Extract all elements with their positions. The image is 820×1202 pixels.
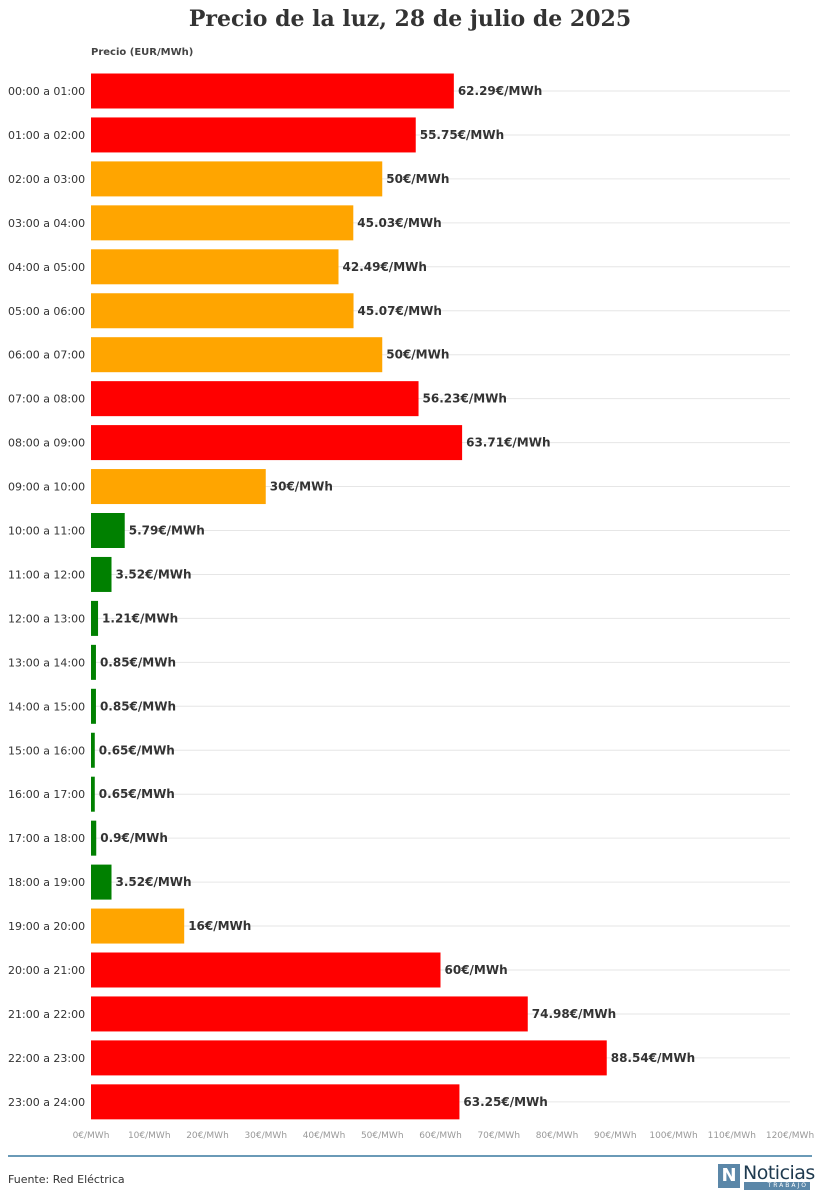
bar bbox=[91, 469, 266, 505]
category-label: 15:00 a 16:00 bbox=[8, 744, 85, 757]
data-label: 5.79€/MWh bbox=[129, 524, 205, 538]
bar bbox=[91, 161, 383, 197]
bar bbox=[91, 996, 528, 1032]
data-label: 60€/MWh bbox=[445, 963, 508, 977]
logo-mark-icon: N bbox=[718, 1164, 740, 1188]
x-tick-label: 70€/MWh bbox=[477, 1131, 520, 1141]
x-tick-label: 50€/MWh bbox=[361, 1131, 404, 1141]
bar bbox=[91, 688, 96, 724]
bar bbox=[91, 205, 354, 241]
category-label: 07:00 a 08:00 bbox=[8, 393, 85, 406]
category-label: 06:00 a 07:00 bbox=[8, 349, 85, 362]
publisher-logo[interactable]: N Noticias TRABAJO bbox=[718, 1162, 815, 1191]
x-tick-label: 10€/MWh bbox=[128, 1131, 171, 1141]
axis-title: Precio (EUR/MWh) bbox=[91, 47, 194, 58]
category-label: 12:00 a 13:00 bbox=[8, 612, 85, 625]
bar bbox=[91, 556, 112, 592]
data-label: 63.71€/MWh bbox=[466, 436, 550, 450]
data-label: 55.75€/MWh bbox=[420, 128, 504, 142]
bar bbox=[91, 644, 96, 680]
logo-text: Noticias bbox=[743, 1162, 815, 1184]
data-label: 45.03€/MWh bbox=[357, 216, 441, 230]
x-tick-label: 20€/MWh bbox=[186, 1131, 229, 1141]
data-label: 0.65€/MWh bbox=[99, 743, 175, 757]
gridlines bbox=[91, 90, 790, 1103]
category-label: 22:00 a 23:00 bbox=[8, 1052, 85, 1065]
bar bbox=[91, 425, 463, 461]
page-title: Precio de la luz, 28 de julio de 2025 bbox=[188, 6, 632, 32]
bar bbox=[91, 864, 112, 900]
data-label: 62.29€/MWh bbox=[458, 84, 542, 98]
category-label: 09:00 a 10:00 bbox=[8, 481, 85, 494]
category-label: 19:00 a 20:00 bbox=[8, 920, 85, 933]
bar bbox=[91, 952, 441, 988]
category-label: 10:00 a 11:00 bbox=[8, 525, 85, 538]
data-label: 16€/MWh bbox=[188, 919, 251, 933]
bar bbox=[91, 337, 383, 373]
y-axis-labels: 00:00 a 01:00 01:00 a 02:00 02:00 a 03:00 0… bbox=[8, 85, 85, 1109]
data-label: 3.52€/MWh bbox=[116, 875, 192, 889]
x-tick-label: 40€/MWh bbox=[303, 1131, 346, 1141]
bars bbox=[91, 73, 607, 1120]
logo-subtext: TRABAJO bbox=[744, 1182, 810, 1190]
footer-divider bbox=[8, 1155, 812, 1157]
x-tick-label: 90€/MWh bbox=[594, 1131, 637, 1141]
bar bbox=[91, 820, 97, 856]
category-label: 05:00 a 06:00 bbox=[8, 305, 85, 318]
data-labels: 62.29€/MWh 55.75€/MWh 50€/MWh 45.03€/MWh 42.… bbox=[99, 84, 695, 1109]
category-label: 08:00 a 09:00 bbox=[8, 437, 85, 450]
data-label: 0.65€/MWh bbox=[99, 787, 175, 801]
x-axis-ticks: 0€/MWh 10€/MWh 20€/MWh 30€/MWh 40€/MWh 50€/MW… bbox=[73, 1131, 815, 1141]
x-tick-label: 0€/MWh bbox=[73, 1131, 110, 1141]
bar bbox=[91, 381, 419, 417]
category-label: 03:00 a 04:00 bbox=[8, 217, 85, 230]
category-label: 20:00 a 21:00 bbox=[8, 964, 85, 977]
bar bbox=[91, 908, 185, 944]
x-tick-label: 80€/MWh bbox=[536, 1131, 579, 1141]
category-label: 23:00 a 24:00 bbox=[8, 1096, 85, 1109]
bar bbox=[91, 1084, 460, 1120]
bar bbox=[91, 732, 95, 768]
data-label: 74.98€/MWh bbox=[532, 1007, 616, 1021]
category-label: 21:00 a 22:00 bbox=[8, 1008, 85, 1021]
x-tick-label: 60€/MWh bbox=[419, 1131, 462, 1141]
category-label: 11:00 a 12:00 bbox=[8, 568, 85, 581]
bar bbox=[91, 776, 95, 812]
category-label: 18:00 a 19:00 bbox=[8, 876, 85, 889]
bar bbox=[91, 1040, 607, 1076]
data-label: 50€/MWh bbox=[386, 172, 449, 186]
source-note: Fuente: Red Eléctrica bbox=[8, 1173, 125, 1186]
bar bbox=[91, 117, 416, 153]
x-tick-label: 100€/MWh bbox=[649, 1131, 697, 1141]
category-label: 14:00 a 15:00 bbox=[8, 700, 85, 713]
bar bbox=[91, 600, 99, 636]
category-label: 13:00 a 14:00 bbox=[8, 656, 85, 669]
data-label: 30€/MWh bbox=[270, 480, 333, 494]
bar bbox=[91, 513, 125, 548]
category-label: 01:00 a 02:00 bbox=[8, 129, 85, 142]
category-label: 16:00 a 17:00 bbox=[8, 788, 85, 801]
data-label: 0.85€/MWh bbox=[100, 699, 176, 713]
bar bbox=[91, 73, 454, 109]
data-label: 1.21€/MWh bbox=[102, 611, 178, 625]
bar-chart: 0€/MWh 10€/MWh 20€/MWh 30€/MWh 40€/MWh 50€/MW… bbox=[8, 73, 815, 1141]
category-label: 02:00 a 03:00 bbox=[8, 173, 85, 186]
x-tick-label: 30€/MWh bbox=[244, 1131, 287, 1141]
x-tick-label: 120€/MWh bbox=[766, 1131, 814, 1141]
data-label: 0.85€/MWh bbox=[100, 655, 176, 669]
category-label: 17:00 a 18:00 bbox=[8, 832, 85, 845]
data-label: 50€/MWh bbox=[386, 348, 449, 362]
category-label: 04:00 a 05:00 bbox=[8, 261, 85, 274]
data-label: 45.07€/MWh bbox=[358, 304, 442, 318]
data-label: 42.49€/MWh bbox=[343, 260, 427, 274]
data-label: 56.23€/MWh bbox=[423, 392, 507, 406]
bar bbox=[91, 249, 339, 285]
x-tick-label: 110€/MWh bbox=[708, 1131, 756, 1141]
category-label: 00:00 a 01:00 bbox=[8, 85, 85, 98]
data-label: 88.54€/MWh bbox=[611, 1051, 695, 1065]
data-label: 63.25€/MWh bbox=[463, 1095, 547, 1109]
data-label: 3.52€/MWh bbox=[116, 567, 192, 581]
bar bbox=[91, 293, 354, 329]
data-label: 0.9€/MWh bbox=[100, 831, 168, 845]
